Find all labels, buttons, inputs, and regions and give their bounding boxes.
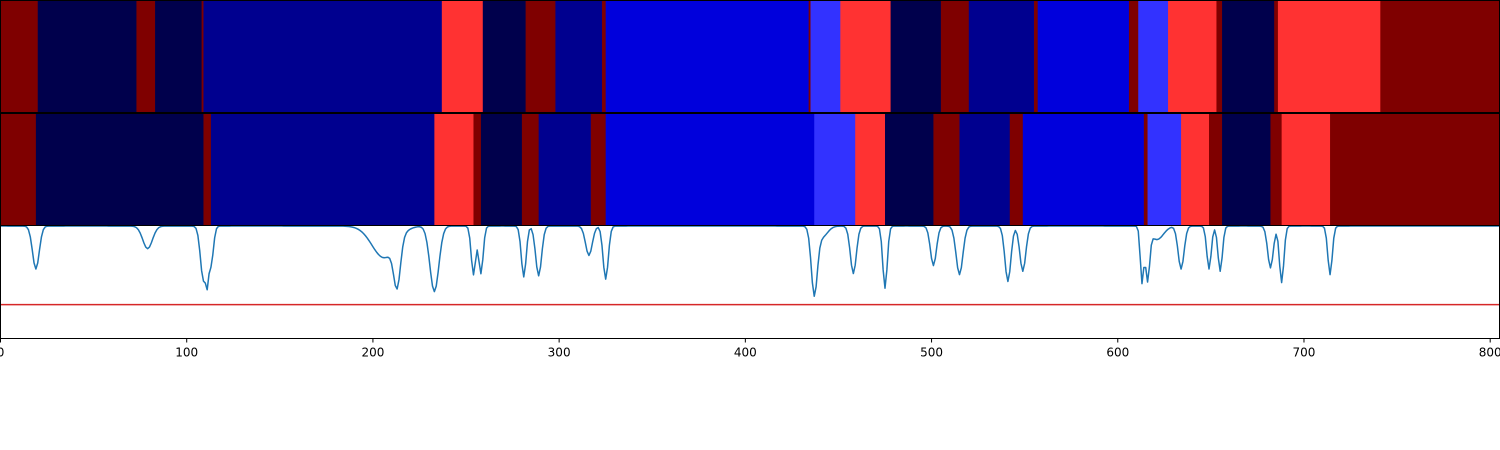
x-tick-label-0: 0 <box>0 346 4 360</box>
segmentation-track-top <box>0 0 1500 113</box>
segment-2-2 <box>203 113 212 226</box>
segment-1-3 <box>155 0 203 113</box>
x-tick-label-700: 700 <box>1293 346 1316 360</box>
segment-1-11 <box>605 0 810 113</box>
segment-1-17 <box>968 0 1035 113</box>
x-tick-label-100: 100 <box>175 346 198 360</box>
segment-1-25 <box>1274 0 1279 113</box>
segment-1-27 <box>1380 0 1500 113</box>
segment-2-5 <box>473 113 482 226</box>
segment-2-9 <box>590 113 607 226</box>
segment-2-11 <box>814 113 856 226</box>
segment-2-17 <box>1022 113 1145 226</box>
signal-panel <box>0 225 1500 339</box>
x-tick-label-800: 800 <box>1479 346 1500 360</box>
segment-2-3 <box>210 113 435 226</box>
segment-1-22 <box>1168 0 1217 113</box>
x-axis: 0 100 200 300 400 500 600 700 800 <box>0 338 1500 360</box>
boundary-signal-line <box>0 225 1500 297</box>
segment-1-19 <box>1037 0 1130 113</box>
segment-2-12 <box>855 113 886 226</box>
segment-1-15 <box>890 0 942 113</box>
segment-2-22 <box>1222 113 1271 226</box>
segment-2-10 <box>605 113 815 226</box>
segment-1-0 <box>0 0 39 113</box>
segment-2-8 <box>538 113 592 226</box>
signal-panel-background <box>0 225 1500 339</box>
segment-2-7 <box>521 113 540 226</box>
segment-2-19 <box>1147 113 1182 226</box>
segment-2-0 <box>0 113 37 226</box>
segment-2-13 <box>885 113 934 226</box>
segment-1-12 <box>808 0 811 113</box>
segment-1-13 <box>810 0 841 113</box>
segment-1-7 <box>482 0 527 113</box>
segment-1-14 <box>840 0 891 113</box>
segment-2-18 <box>1143 113 1148 226</box>
x-tick-label-500: 500 <box>920 346 943 360</box>
x-tick-label-600: 600 <box>1106 346 1129 360</box>
segment-1-5 <box>203 0 443 113</box>
segment-1-4 <box>201 0 204 113</box>
segment-2-16 <box>1009 113 1024 226</box>
x-tick-label-300: 300 <box>548 346 571 360</box>
segment-2-24 <box>1281 113 1331 226</box>
x-tick-label-400: 400 <box>734 346 757 360</box>
segment-1-1 <box>37 0 137 113</box>
segment-2-23 <box>1270 113 1283 226</box>
segment-1-10 <box>601 0 607 113</box>
segment-1-6 <box>441 0 484 113</box>
segment-2-4 <box>434 113 474 226</box>
segment-2-20 <box>1181 113 1210 226</box>
segment-1-16 <box>940 0 970 113</box>
segment-1-8 <box>525 0 556 113</box>
segment-2-25 <box>1330 113 1500 226</box>
segment-1-18 <box>1033 0 1039 113</box>
segmentation-track-bottom <box>0 113 1500 226</box>
segment-2-15 <box>959 113 1011 226</box>
segment-1-26 <box>1277 0 1381 113</box>
segment-1-23 <box>1216 0 1223 113</box>
segment-1-9 <box>555 0 603 113</box>
segment-1-21 <box>1138 0 1169 113</box>
segment-2-21 <box>1209 113 1223 226</box>
segment-1-2 <box>136 0 156 113</box>
segment-1-20 <box>1128 0 1139 113</box>
segment-2-14 <box>933 113 960 226</box>
segment-2-1 <box>35 113 204 226</box>
segment-1-24 <box>1222 0 1275 113</box>
segment-2-6 <box>480 113 523 226</box>
x-tick-label-200: 200 <box>361 346 384 360</box>
